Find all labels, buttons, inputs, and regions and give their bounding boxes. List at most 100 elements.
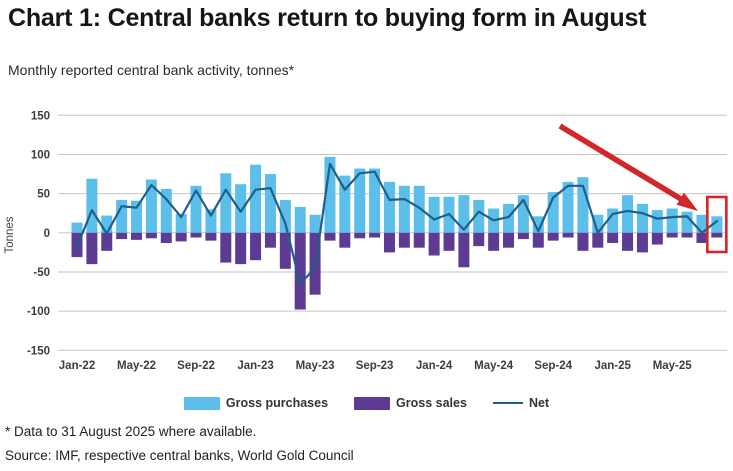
bar-gross-purchases — [369, 168, 381, 233]
bar-gross-sales — [503, 232, 515, 248]
bar-gross-purchases — [279, 199, 291, 233]
bar-gross-purchases — [250, 164, 262, 233]
bar-gross-sales — [383, 232, 395, 253]
bar-gross-purchases — [428, 196, 440, 233]
bar-gross-sales — [116, 232, 128, 240]
bar-gross-purchases — [592, 214, 604, 233]
bar-gross-sales — [294, 232, 306, 310]
bar-gross-purchases — [651, 210, 663, 233]
bar-gross-purchases — [517, 195, 529, 233]
bar-gross-sales — [517, 232, 529, 240]
bar-gross-sales — [205, 232, 217, 241]
bar-gross-purchases — [71, 222, 83, 233]
bar-gross-sales — [473, 232, 485, 247]
x-tick-label: May-23 — [296, 360, 335, 372]
y-tick-label: -150 — [27, 345, 50, 357]
bar-gross-sales — [562, 232, 574, 238]
bar-gross-purchases — [309, 214, 321, 233]
bar-gross-purchases — [532, 216, 544, 233]
gross-sales-swatch-icon — [354, 396, 391, 410]
bar-gross-sales — [443, 232, 455, 251]
bar-gross-purchases — [294, 206, 306, 233]
bar-gross-sales — [681, 232, 693, 238]
bar-gross-sales — [175, 232, 187, 242]
legend-item-gross-sales: Gross sales — [354, 396, 467, 410]
chart-legend: Gross purchases Gross sales Net — [0, 392, 733, 414]
bar-gross-purchases — [711, 216, 723, 233]
x-tick-label: Sep-22 — [177, 360, 215, 372]
highlight-arrow-head-icon — [676, 192, 698, 211]
bar-gross-sales — [339, 232, 351, 248]
y-tick-label: 150 — [31, 110, 50, 122]
x-tick-label: Jan-23 — [237, 360, 273, 372]
bar-gross-purchases — [681, 211, 693, 233]
chart-subtitle: Monthly reported central bank activity, … — [8, 62, 295, 78]
bar-gross-purchases — [324, 156, 336, 233]
gross-purchases-swatch-icon — [183, 396, 220, 410]
bar-gross-purchases — [235, 184, 247, 233]
bar-gross-sales — [458, 232, 470, 268]
bar-gross-purchases — [86, 178, 98, 233]
bar-gross-purchases — [622, 195, 634, 233]
y-tick-label: 0 — [44, 228, 50, 240]
y-tick-label: 50 — [37, 189, 50, 201]
bar-gross-sales — [190, 232, 202, 238]
bar-gross-sales — [235, 232, 247, 265]
bar-gross-sales — [398, 232, 410, 248]
bar-gross-sales — [488, 232, 500, 251]
x-tick-label: Jan-22 — [59, 360, 95, 372]
bar-gross-purchases — [116, 199, 128, 233]
bar-gross-sales — [220, 232, 232, 263]
bar-gross-purchases — [101, 215, 113, 233]
net-line-swatch-icon — [492, 402, 523, 404]
bar-gross-purchases — [473, 199, 485, 233]
y-tick-label: 100 — [31, 149, 50, 161]
highlight-arrow — [558, 123, 683, 202]
bar-gross-purchases — [398, 185, 410, 233]
bar-gross-purchases — [607, 208, 619, 233]
bar-gross-sales — [413, 232, 425, 248]
bar-gross-purchases — [339, 175, 351, 233]
bar-gross-sales — [354, 232, 366, 239]
bar-gross-purchases — [547, 192, 559, 233]
bar-gross-purchases — [503, 203, 515, 233]
x-tick-label: Sep-24 — [534, 360, 572, 372]
legend-label-net: Net — [528, 396, 550, 410]
bar-gross-sales — [592, 232, 604, 248]
bar-gross-sales — [622, 232, 634, 251]
bar-gross-sales — [666, 232, 678, 238]
bar-gross-sales — [428, 232, 440, 256]
bar-gross-purchases — [562, 181, 574, 233]
bar-gross-purchases — [190, 185, 202, 233]
net-line — [75, 162, 718, 285]
bar-gross-sales — [160, 232, 172, 243]
legend-item-gross-purchases: Gross purchases — [183, 396, 329, 410]
footnote: * Data to 31 August 2025 where available… — [5, 424, 257, 439]
source-line: Source: IMF, respective central banks, W… — [5, 448, 354, 463]
y-axis-label: Tonnes — [4, 216, 16, 253]
bar-gross-sales — [369, 232, 381, 238]
bar-gross-purchases — [666, 208, 678, 233]
y-tick-label: -100 — [27, 306, 50, 318]
legend-label-gross-sales: Gross sales — [396, 396, 467, 410]
highlight-box — [706, 195, 728, 254]
bar-gross-purchases — [696, 214, 708, 233]
bar-gross-purchases — [205, 209, 217, 233]
bar-gross-purchases — [160, 188, 172, 233]
bar-gross-sales — [264, 232, 276, 248]
bar-gross-sales — [711, 232, 723, 238]
chart-title: Chart 1: Central banks return to buying … — [8, 4, 647, 32]
legend-label-gross-purchases: Gross purchases — [225, 396, 329, 410]
bar-gross-sales — [250, 232, 262, 261]
bar-gross-sales — [131, 232, 143, 240]
bar-gross-sales — [145, 232, 157, 239]
bar-gross-purchases — [220, 173, 232, 233]
bar-gross-sales — [607, 232, 619, 243]
bar-gross-sales — [279, 232, 291, 269]
x-tick-label: May-25 — [653, 360, 693, 372]
bar-gross-purchases — [577, 177, 589, 233]
chart-plot-area: 150 100 50 0 -50 -100 -150 Tonnes Jan-22 May-22 Se… — [4, 110, 728, 372]
legend-item-net: Net — [492, 396, 550, 410]
bar-gross-purchases — [458, 195, 470, 233]
